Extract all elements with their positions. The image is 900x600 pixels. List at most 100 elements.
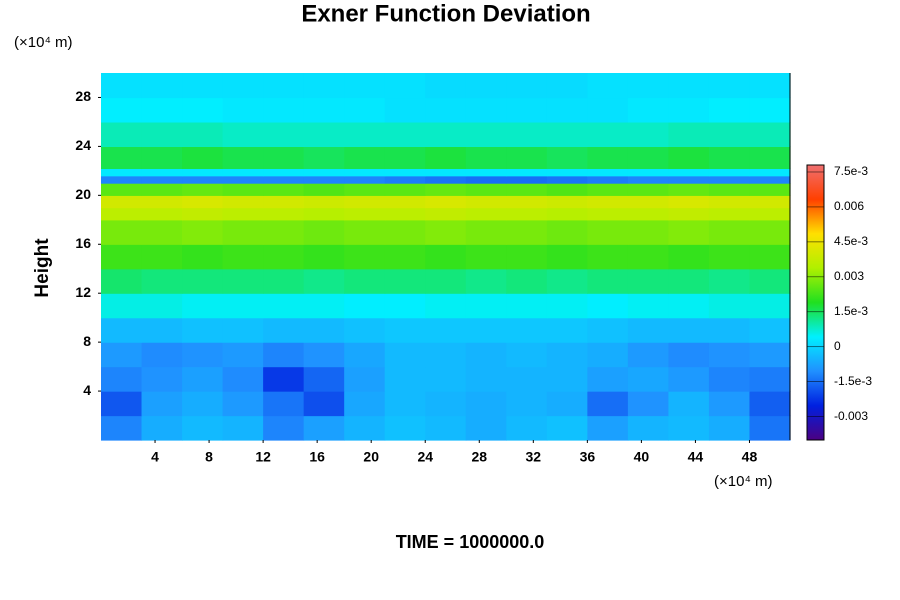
field-cell <box>668 366 710 392</box>
field-cell <box>587 293 629 319</box>
field-cell <box>384 219 426 245</box>
field-cell <box>222 146 264 170</box>
field-cell <box>263 207 305 221</box>
field-cell <box>141 219 183 245</box>
field-cell <box>344 244 386 270</box>
field-cell <box>465 121 507 147</box>
field-cell <box>587 146 629 170</box>
field-cell <box>627 195 670 209</box>
field-cell <box>344 317 386 343</box>
field-cell <box>303 168 345 177</box>
field-cell <box>263 121 305 147</box>
field-cell <box>303 195 345 209</box>
field-cell <box>465 183 507 196</box>
field-cell <box>263 415 305 441</box>
field-cell <box>546 175 588 184</box>
field-cell <box>627 219 670 245</box>
field-cell <box>303 244 345 270</box>
field-cell <box>101 168 143 177</box>
field-cell <box>182 168 224 177</box>
field-cell <box>546 97 588 123</box>
field-cell <box>506 73 548 99</box>
colorbar-tick-label: 1.5e-3 <box>834 304 868 318</box>
field-cell <box>384 168 426 177</box>
field-cell <box>141 244 183 270</box>
field-cell <box>506 183 548 196</box>
field-cell <box>546 415 588 441</box>
field-cell <box>344 366 386 392</box>
field-cell <box>708 168 751 177</box>
field-cell <box>506 391 548 417</box>
field-cell <box>749 415 791 441</box>
field-cell <box>546 244 588 270</box>
field-cell <box>506 146 548 170</box>
field-cell <box>546 73 588 99</box>
field-cell <box>587 366 629 392</box>
field-cell <box>668 146 710 170</box>
field-cell <box>465 366 507 392</box>
field-cell <box>101 366 143 392</box>
field-cell <box>506 415 548 441</box>
field-cell <box>182 415 224 441</box>
field-cell <box>141 73 183 99</box>
field-cell <box>263 146 305 170</box>
field-cell <box>587 244 629 270</box>
field-cell <box>749 207 791 221</box>
field-cell <box>425 342 467 368</box>
field-cell <box>465 293 507 319</box>
x-tick-label: 20 <box>363 449 379 465</box>
field-cell <box>222 73 264 99</box>
field-cell <box>263 317 305 343</box>
field-cell <box>546 168 588 177</box>
field-cell <box>708 195 751 209</box>
field-cell <box>708 268 751 294</box>
field-cell <box>668 183 710 196</box>
field-cell <box>303 391 345 417</box>
field-cell <box>627 97 670 123</box>
field-cell <box>344 219 386 245</box>
field-cell <box>141 268 183 294</box>
field-cell <box>425 366 467 392</box>
field-cell <box>506 207 548 221</box>
field-cell <box>587 317 629 343</box>
field-cell <box>384 366 426 392</box>
field-cell <box>749 183 791 196</box>
field-cell <box>384 183 426 196</box>
field-cell <box>222 97 264 123</box>
field-cell <box>587 195 629 209</box>
x-tick-label: 12 <box>255 449 271 465</box>
field-cell <box>668 244 710 270</box>
field-cell <box>627 146 670 170</box>
field-cell <box>141 293 183 319</box>
field-cell <box>668 207 710 221</box>
field-cell <box>749 175 791 184</box>
field-cell <box>222 342 264 368</box>
field-cell <box>627 207 670 221</box>
field-cell <box>344 183 386 196</box>
field-cell <box>141 195 183 209</box>
field-cell <box>182 219 224 245</box>
y-unit-label: (×10⁴ m) <box>14 34 73 51</box>
field-cell <box>303 219 345 245</box>
field-cell <box>182 73 224 99</box>
field-cell <box>465 73 507 99</box>
field-cell <box>587 207 629 221</box>
field-cell <box>425 219 467 245</box>
colorbar-tick-label: -0.003 <box>834 409 868 423</box>
field-cell <box>668 391 710 417</box>
chart-title: Exner Function Deviation <box>301 0 590 27</box>
field-cell <box>182 366 224 392</box>
field-cell <box>668 293 710 319</box>
field-cell <box>303 146 345 170</box>
field-cell <box>101 195 143 209</box>
field-cell <box>587 168 629 177</box>
field-cell <box>384 317 426 343</box>
y-tick-label: 20 <box>75 186 91 202</box>
field-cell <box>749 293 791 319</box>
field-cell <box>425 244 467 270</box>
field-cell <box>506 195 548 209</box>
field-cell <box>425 317 467 343</box>
field-cell <box>344 342 386 368</box>
field-cell <box>303 366 345 392</box>
field-cell <box>263 391 305 417</box>
